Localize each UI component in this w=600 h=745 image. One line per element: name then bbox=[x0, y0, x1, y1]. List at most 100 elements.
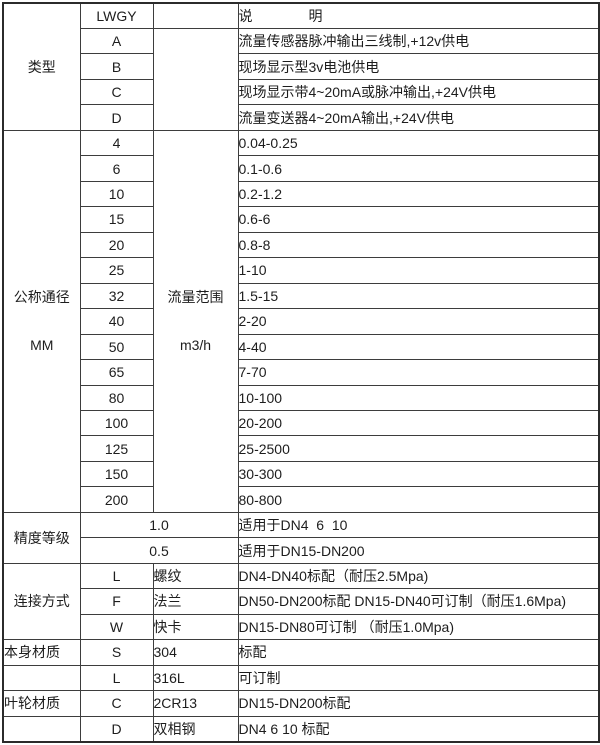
table-row: 100 20-200 bbox=[3, 409, 600, 437]
connection-code-cell: W bbox=[79, 613, 154, 641]
type-code-cell: B bbox=[79, 53, 154, 80]
connection-name-cell: 螺纹 bbox=[152, 562, 239, 590]
table-row: 6 0.1-0.6 bbox=[3, 155, 600, 182]
dn-size-cell: 4 bbox=[79, 129, 154, 157]
table-row: 精度等级 1.0 适用于DN4 6 10 bbox=[2, 511, 600, 564]
flow-range-cell: 4-40 bbox=[237, 333, 600, 361]
impeller-material-desc-cell: DN15-DN200标配 bbox=[237, 690, 600, 717]
connection-section-label: 连接方式 bbox=[2, 562, 81, 641]
dn-size-cell: 65 bbox=[79, 359, 154, 386]
type-desc-cell: 流量传感器脉冲输出三线制,+12v供电 bbox=[237, 27, 600, 55]
accuracy-section-label: 精度等级 bbox=[2, 511, 81, 564]
flow-range-label-line1: 流量范围 bbox=[167, 289, 224, 306]
flow-range-cell: 0.8-8 bbox=[237, 231, 600, 259]
type-code-cell: A bbox=[79, 27, 154, 55]
table-row: 200 80-800 bbox=[3, 486, 600, 513]
connection-desc-cell: DN50-DN200标配 DN15-DN40可订制（耐压1.6Mpa) bbox=[237, 588, 600, 615]
type-section-label: 类型 bbox=[2, 2, 81, 131]
table-row: 15 0.6-6 bbox=[3, 206, 600, 233]
flow-range-cell: 80-800 bbox=[237, 486, 600, 513]
body-material-code-cell: S bbox=[79, 639, 154, 666]
table-row: 65 7-70 bbox=[3, 359, 600, 386]
body-material-name-cell: 304 bbox=[152, 639, 239, 666]
body-material-section-label: 本身材质 bbox=[2, 639, 81, 666]
flow-range-cell: 25-2500 bbox=[237, 435, 600, 462]
desc-header-cell: 说 明 bbox=[237, 2, 600, 29]
connection-code-cell: F bbox=[79, 588, 154, 615]
diameter-label-line2: MM bbox=[30, 337, 54, 354]
flow-range-cell: 0.04-0.25 bbox=[237, 129, 600, 157]
dn-size-cell: 6 bbox=[79, 155, 154, 182]
connection-desc-cell: DN15-DN80可订制 （耐压1.0Mpa) bbox=[237, 613, 600, 641]
table-row: 连接方式 L 螺纹 DN4-DN40标配（耐压2.5Mpa) bbox=[2, 562, 600, 641]
table-row: 50 4-40 bbox=[3, 333, 600, 361]
table-row: 10 0.2-1.2 bbox=[3, 180, 600, 208]
flow-range-label: 流量范围 m3/h bbox=[152, 129, 239, 513]
flow-range-cell: 0.1-0.6 bbox=[237, 155, 600, 182]
dn-size-cell: 20 bbox=[79, 231, 154, 259]
table-row: 0.5 适用于DN15-DN200 bbox=[3, 537, 600, 564]
table-row: A 流量传感器脉冲输出三线制,+12v供电 bbox=[3, 27, 600, 131]
flow-range-cell: 20-200 bbox=[237, 409, 600, 437]
flow-range-cell: 0.2-1.2 bbox=[237, 180, 600, 208]
empty-cell bbox=[152, 2, 239, 29]
table-row: 150 30-300 bbox=[3, 460, 600, 488]
accuracy-class-cell: 1.0 bbox=[79, 511, 239, 539]
table-row: F 法兰 DN50-DN200标配 DN15-DN40可订制（耐压1.6Mpa) bbox=[3, 588, 600, 615]
connection-desc-cell: DN4-DN40标配（耐压2.5Mpa) bbox=[237, 562, 600, 590]
table-row: C 现场显示带4~20mA或脉冲输出,+24V供电 bbox=[3, 78, 600, 106]
flow-range-cell: 0.6-6 bbox=[237, 206, 600, 233]
dn-size-cell: 15 bbox=[79, 206, 154, 233]
table-row: 40 2-20 bbox=[3, 308, 600, 335]
table-row: D 流量变送器4~20mA输出,+24V供电 bbox=[3, 104, 600, 131]
table-row: 32 1.5-15 bbox=[3, 282, 600, 310]
impeller-material-code-cell: C bbox=[79, 690, 154, 717]
table-row: B 现场显示型3v电池供电 bbox=[3, 53, 600, 80]
dn-size-cell: 32 bbox=[79, 282, 154, 310]
connection-name-cell: 法兰 bbox=[152, 588, 239, 615]
connection-name-cell: 快卡 bbox=[152, 613, 239, 641]
flow-range-cell: 30-300 bbox=[237, 460, 600, 488]
impeller-material-name-cell: 316L bbox=[152, 664, 239, 692]
impeller-material-name-cell: 2CR13 bbox=[152, 690, 239, 717]
type-desc-cell: 现场显示带4~20mA或脉冲输出,+24V供电 bbox=[237, 78, 600, 106]
table-row: W 快卡 DN15-DN80可订制 （耐压1.0Mpa) bbox=[3, 613, 600, 641]
dn-size-cell: 10 bbox=[79, 180, 154, 208]
flow-range-cell: 7-70 bbox=[237, 359, 600, 386]
diameter-section-label: 公称通径 MM bbox=[2, 129, 81, 513]
dn-size-cell: 125 bbox=[79, 435, 154, 462]
flow-range-cell: 1-10 bbox=[237, 257, 600, 284]
dn-size-cell: 40 bbox=[79, 308, 154, 335]
accuracy-desc-cell: 适用于DN15-DN200 bbox=[237, 537, 600, 564]
dn-size-cell: 150 bbox=[79, 460, 154, 488]
impeller-material-code-cell: D bbox=[79, 715, 154, 743]
dn-size-cell: 100 bbox=[79, 409, 154, 437]
impeller-material-code-cell: L bbox=[79, 664, 154, 692]
table-row: 公称通径 MM 4 流量范围 m3/h 0.04-0.25 bbox=[2, 129, 600, 513]
empty-cell bbox=[152, 27, 239, 131]
accuracy-class-cell: 0.5 bbox=[79, 537, 239, 564]
table-row: 本身材质 S 304 标配 bbox=[2, 639, 600, 666]
dn-size-cell: 200 bbox=[79, 486, 154, 513]
connection-code-cell: L bbox=[79, 562, 154, 590]
table-row: 25 1-10 bbox=[3, 257, 600, 284]
table-row: 125 25-2500 bbox=[3, 435, 600, 462]
dn-size-cell: 50 bbox=[79, 333, 154, 361]
type-code-cell: D bbox=[79, 104, 154, 131]
flow-range-cell: 10-100 bbox=[237, 384, 600, 412]
impeller-material-section-label: 叶轮材质 bbox=[2, 690, 81, 717]
type-desc-cell: 现场显示型3v电池供电 bbox=[237, 53, 600, 80]
impeller-material-name-cell: 双相钢 bbox=[152, 715, 239, 743]
table-row: 类型 LWGY 说 明 bbox=[2, 2, 600, 131]
body-material-desc-cell: 标配 bbox=[237, 639, 600, 666]
dn-size-cell: 80 bbox=[79, 384, 154, 412]
diameter-label-line1: 公称通径 bbox=[13, 289, 70, 306]
dn-size-cell: 25 bbox=[79, 257, 154, 284]
table-row: D 双相钢 DN4 6 10 标配 bbox=[2, 715, 600, 743]
empty-cell bbox=[2, 715, 81, 743]
table-row: L 316L 可订制 bbox=[2, 664, 600, 692]
type-desc-cell: 流量变送器4~20mA输出,+24V供电 bbox=[237, 104, 600, 131]
accuracy-desc-cell: 适用于DN4 6 10 bbox=[237, 511, 600, 539]
